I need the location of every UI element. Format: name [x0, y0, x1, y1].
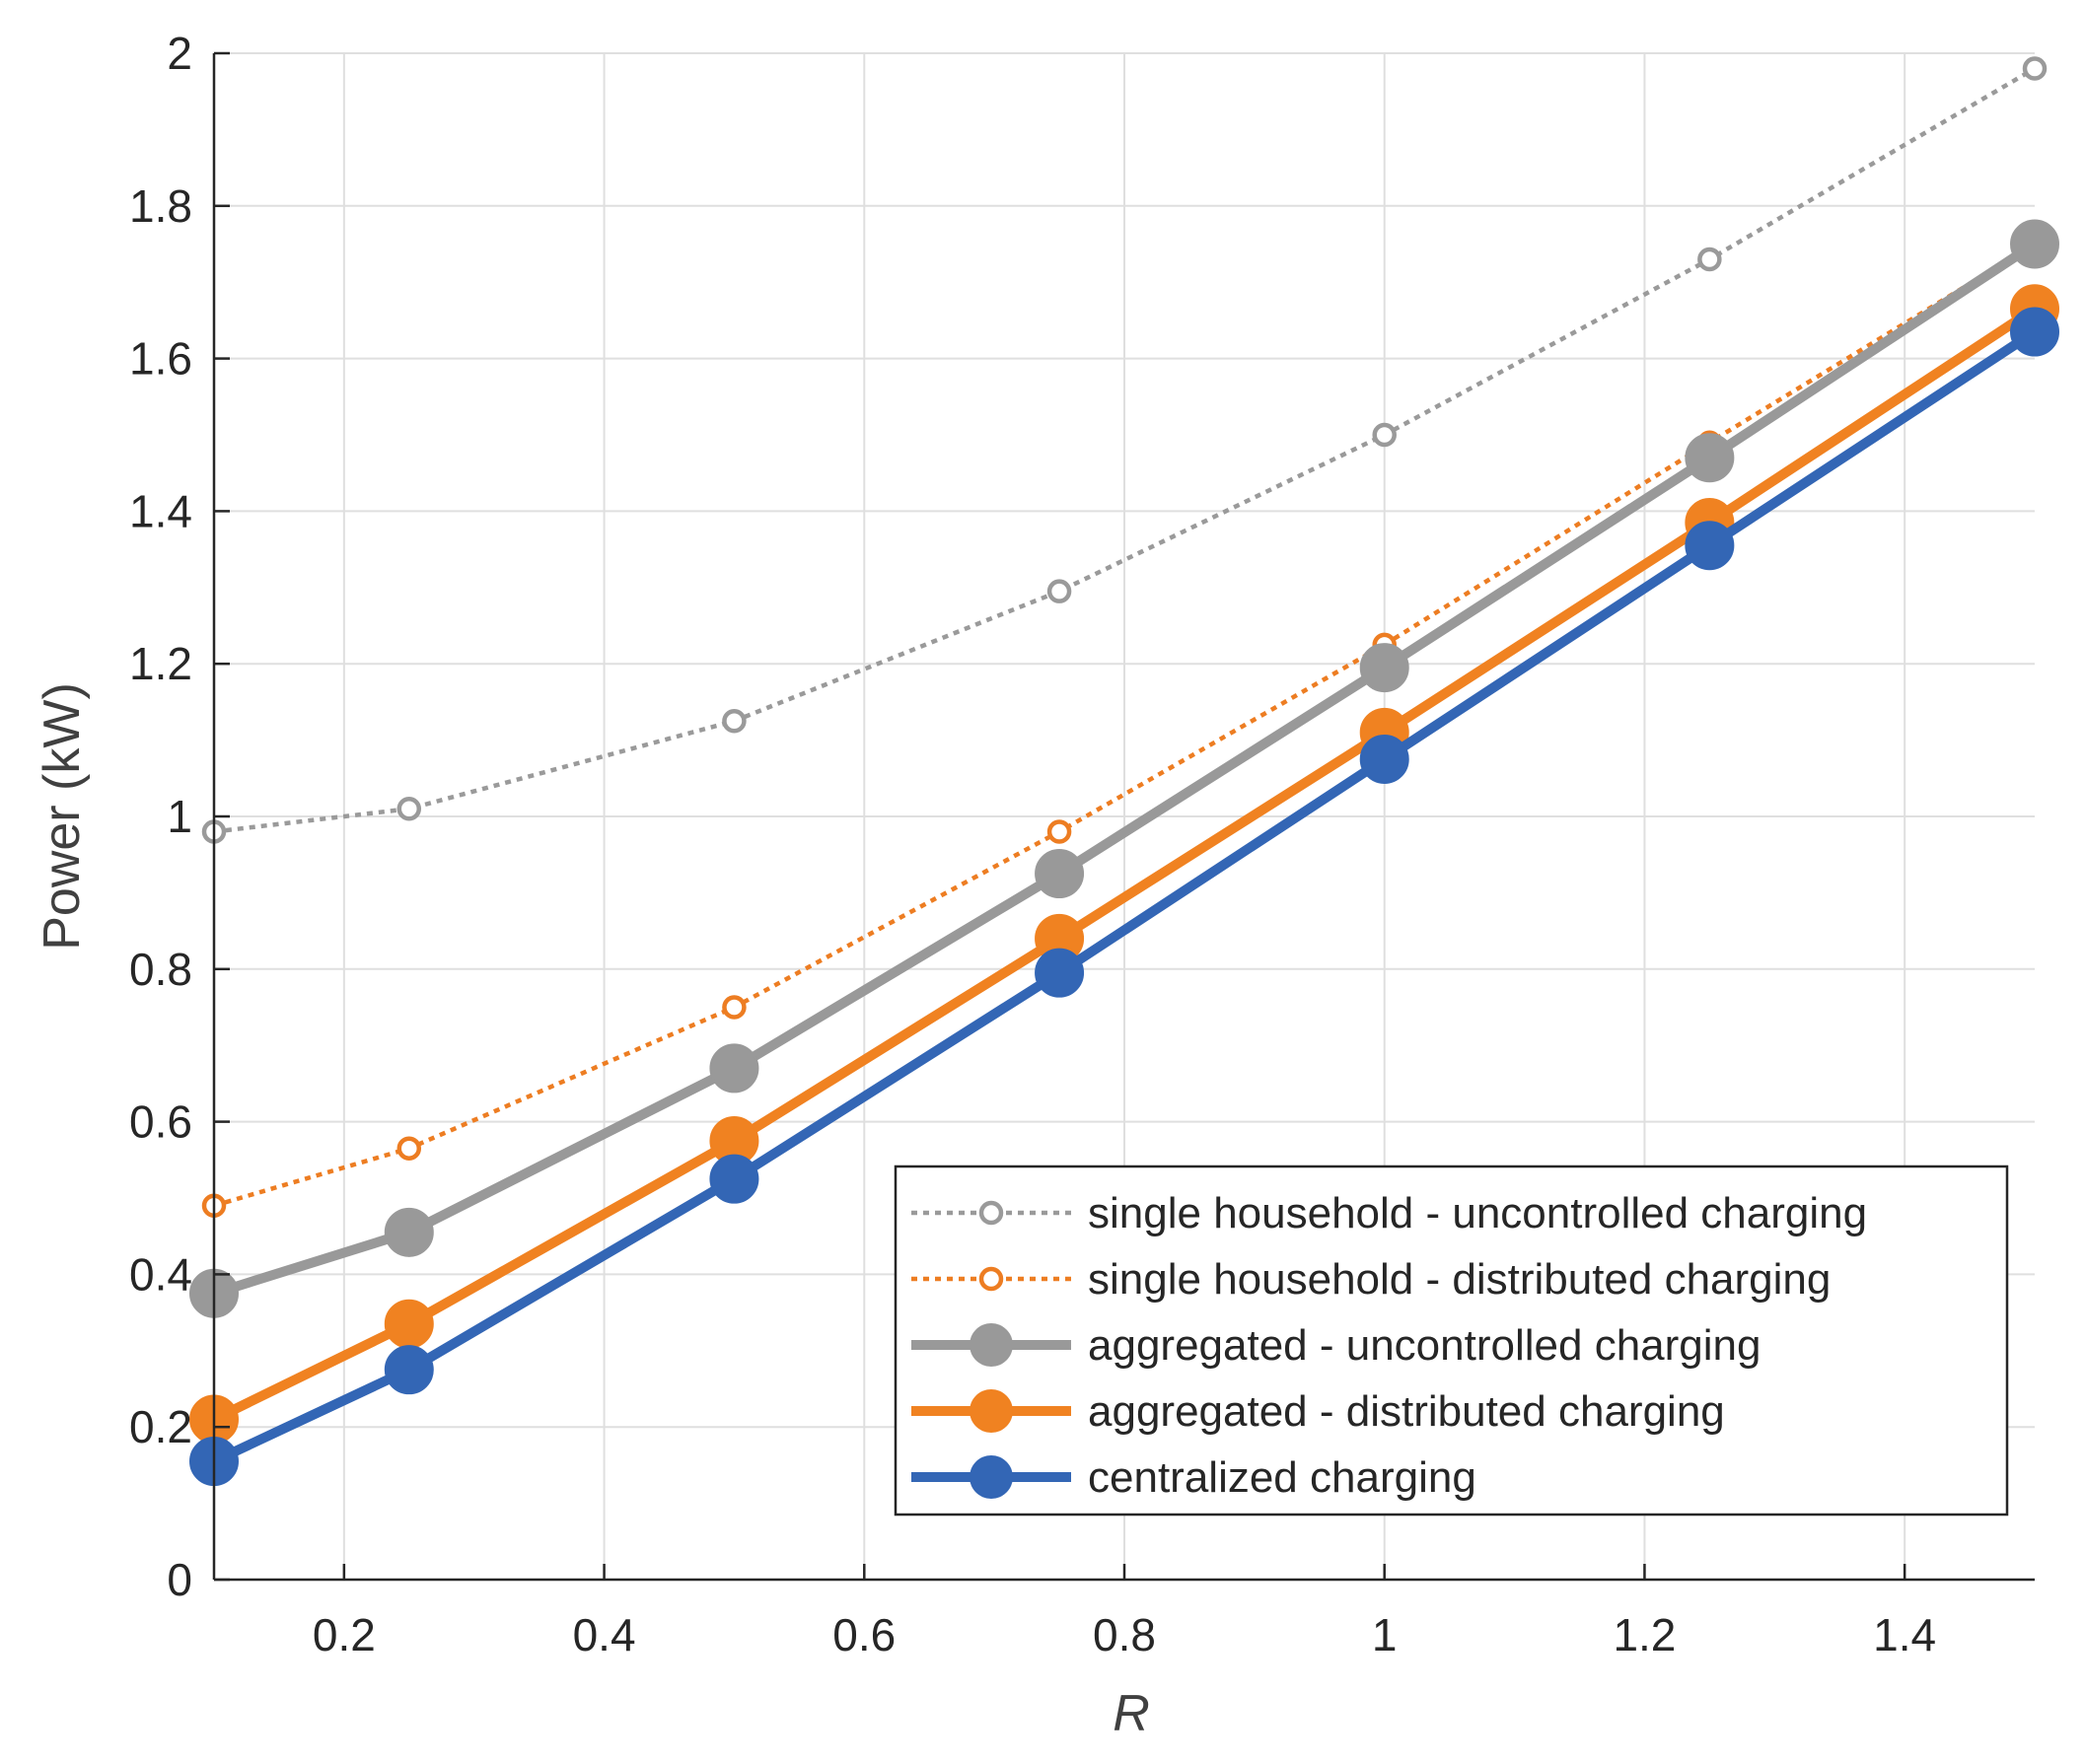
y-tick-label: 1.2	[129, 638, 192, 689]
y-tick-label: 2	[167, 28, 192, 79]
data-point	[1697, 247, 1722, 272]
legend-box	[894, 1164, 2009, 1517]
data-point	[396, 797, 422, 821]
data-point	[1685, 521, 1735, 571]
x-tick-label: 0.2	[313, 1609, 376, 1660]
legend-label: single household - distributed charging	[1088, 1255, 1831, 1304]
legend-marker	[970, 1323, 1013, 1367]
data-point	[1685, 433, 1735, 483]
data-point	[384, 1207, 434, 1257]
legend-label: aggregated - distributed charging	[1088, 1387, 1725, 1436]
x-tick-label: 0.4	[573, 1609, 636, 1660]
y-tick-label: 0.6	[129, 1096, 192, 1148]
data-point	[384, 1299, 434, 1349]
y-axis-label: Power (kW)	[34, 682, 91, 951]
x-tick-label: 1	[1372, 1609, 1398, 1660]
legend-label: centralized charging	[1088, 1453, 1476, 1502]
x-axis-label: R	[1113, 1685, 1150, 1742]
legend-entry: aggregated - distributed charging	[911, 1387, 1725, 1436]
y-tick-label: 1.6	[129, 333, 192, 385]
y-tick-label: 1.8	[129, 180, 192, 232]
series-group	[189, 56, 2059, 1487]
data-point	[1035, 849, 1085, 899]
data-point	[709, 1043, 759, 1094]
series-3	[189, 219, 2059, 1318]
x-tick-label: 1.2	[1613, 1609, 1676, 1660]
legend-marker	[978, 1200, 1004, 1226]
data-point	[2022, 56, 2048, 81]
legend-marker	[978, 1266, 1004, 1292]
legend-entry: centralized charging	[911, 1453, 1476, 1502]
y-tick-label: 0.4	[129, 1248, 192, 1300]
axes: 0 0.2 0.4 0.6 0.8 1 1.2 1.4 1.6 1.8 2 0.2 0.4 0.6 0.8 1…	[129, 28, 2035, 1660]
data-point	[1046, 579, 1072, 603]
series-1	[201, 56, 2048, 844]
y-tick-label: 0.2	[129, 1401, 192, 1452]
legend-entry: aggregated - uncontrolled charging	[911, 1321, 1761, 1370]
legend-entry: single household - distributed charging	[911, 1255, 1831, 1304]
x-tick-label: 0.8	[1093, 1609, 1156, 1660]
series-5	[189, 307, 2059, 1487]
data-point	[722, 709, 747, 734]
data-point	[1372, 422, 1397, 448]
data-point	[722, 995, 747, 1020]
y-tick-label: 1.4	[129, 485, 192, 536]
data-point	[1046, 819, 1072, 844]
legend-marker	[970, 1455, 1013, 1499]
x-tick-label: 1.4	[1873, 1609, 1936, 1660]
data-point	[1359, 643, 1409, 693]
legend-entry: single household - uncontrolled charging	[911, 1189, 1867, 1237]
data-point	[2010, 307, 2059, 357]
grid	[214, 52, 2035, 1581]
y-tick-label: 0.8	[129, 944, 192, 995]
data-point	[709, 1154, 759, 1204]
legend-marker	[970, 1389, 1013, 1433]
y-tick-label: 1	[167, 791, 192, 842]
data-point	[1035, 948, 1085, 998]
x-tick-label: 0.6	[832, 1609, 896, 1660]
data-point	[384, 1345, 434, 1395]
data-point	[396, 1136, 422, 1161]
legend-label: aggregated - uncontrolled charging	[1088, 1321, 1761, 1370]
y-tick-label: 0	[167, 1554, 192, 1605]
data-point	[1359, 734, 1409, 784]
legend: single household - uncontrolled charging…	[894, 1164, 2009, 1517]
legend-label: single household - uncontrolled charging	[1088, 1189, 1867, 1237]
data-point	[2010, 219, 2059, 269]
